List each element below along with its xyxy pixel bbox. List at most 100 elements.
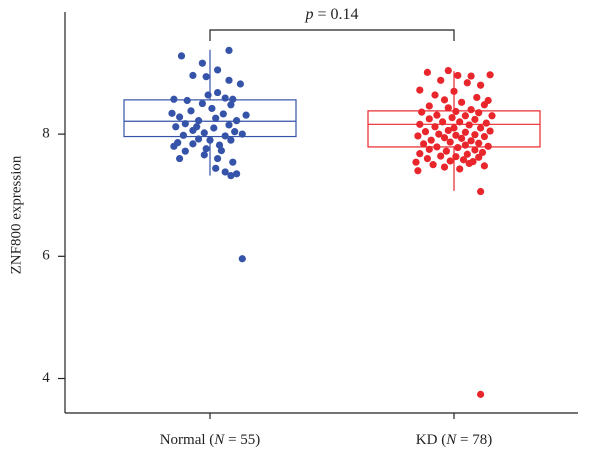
data-point	[416, 120, 424, 128]
data-point	[477, 390, 485, 398]
data-point	[471, 146, 479, 154]
data-point	[181, 120, 189, 128]
data-point	[170, 142, 178, 150]
data-point	[214, 154, 222, 163]
data-point	[467, 137, 475, 145]
data-point	[444, 126, 452, 135]
x-tick-label: KD (N = 78)	[416, 432, 492, 448]
data-point	[440, 96, 449, 104]
data-point	[233, 117, 241, 125]
data-point	[450, 87, 458, 95]
data-point	[412, 158, 420, 166]
data-point	[238, 130, 246, 138]
data-point	[465, 121, 473, 129]
data-point	[435, 130, 443, 138]
y-tick-label: 6	[42, 248, 50, 264]
data-point	[208, 104, 216, 113]
data-point	[210, 124, 218, 132]
data-point	[414, 132, 422, 140]
data-point	[452, 107, 460, 116]
data-point	[233, 170, 241, 178]
data-point	[467, 106, 475, 114]
data-point	[437, 76, 445, 84]
data-point	[446, 138, 454, 146]
data-point	[425, 102, 433, 110]
data-point	[463, 79, 471, 87]
data-point	[442, 147, 450, 155]
data-point	[195, 117, 203, 125]
data-point	[473, 93, 481, 102]
data-point	[229, 95, 237, 103]
data-point	[168, 109, 176, 117]
box-group	[123, 49, 297, 176]
data-point	[172, 123, 180, 131]
data-point	[221, 94, 229, 102]
data-point	[187, 107, 195, 115]
data-point	[459, 156, 468, 164]
data-point	[486, 71, 494, 79]
data-point	[446, 157, 454, 165]
data-point	[423, 154, 431, 163]
data-point	[204, 91, 212, 99]
data-point	[433, 111, 441, 119]
data-point	[440, 134, 449, 142]
data-points	[168, 46, 496, 398]
data-point	[202, 73, 210, 81]
data-point	[225, 121, 233, 129]
data-point	[423, 68, 431, 76]
data-point	[454, 71, 462, 80]
data-point	[219, 110, 227, 118]
data-point	[440, 163, 449, 171]
data-point	[461, 128, 469, 136]
data-point	[454, 143, 462, 152]
data-point	[450, 124, 458, 132]
data-point	[242, 111, 250, 119]
data-point	[463, 150, 471, 158]
data-point	[471, 131, 479, 139]
data-point	[198, 99, 206, 108]
data-point	[437, 152, 445, 160]
data-point	[221, 168, 229, 176]
x-tick-label: Normal (N = 55)	[160, 432, 261, 448]
data-point	[214, 66, 222, 74]
data-point	[225, 46, 233, 54]
data-point	[227, 172, 235, 180]
data-point	[181, 147, 189, 155]
y-tick-label: 4	[42, 370, 50, 386]
data-point	[200, 151, 208, 159]
data-point	[461, 112, 469, 120]
data-point	[475, 153, 483, 161]
data-point	[480, 101, 488, 109]
data-point	[227, 136, 235, 144]
data-point	[480, 162, 488, 170]
data-point	[416, 150, 424, 158]
data-point	[425, 145, 433, 153]
data-point	[456, 165, 464, 173]
p-symbol: p	[304, 6, 313, 23]
data-point	[221, 132, 229, 140]
data-point	[177, 52, 186, 60]
data-point	[429, 161, 437, 169]
data-point	[444, 66, 452, 75]
data-point	[416, 86, 424, 94]
data-point	[480, 132, 488, 141]
data-point	[433, 143, 441, 151]
data-point	[212, 114, 220, 122]
data-point	[183, 96, 191, 105]
data-point	[452, 153, 460, 161]
significance-bracket	[209, 29, 455, 41]
data-point	[488, 112, 496, 120]
data-point	[214, 88, 222, 97]
data-point	[448, 114, 456, 122]
p-value-label: p = 0.14	[304, 6, 358, 23]
x-ticks: Normal (N = 55) KD (N = 78)	[160, 413, 492, 448]
data-point	[421, 128, 430, 136]
data-point	[461, 141, 469, 149]
data-point	[189, 71, 197, 80]
data-point	[425, 115, 433, 123]
data-point	[229, 158, 237, 166]
p-value: = 0.14	[313, 6, 358, 23]
data-point	[212, 164, 220, 172]
data-point	[444, 104, 452, 112]
